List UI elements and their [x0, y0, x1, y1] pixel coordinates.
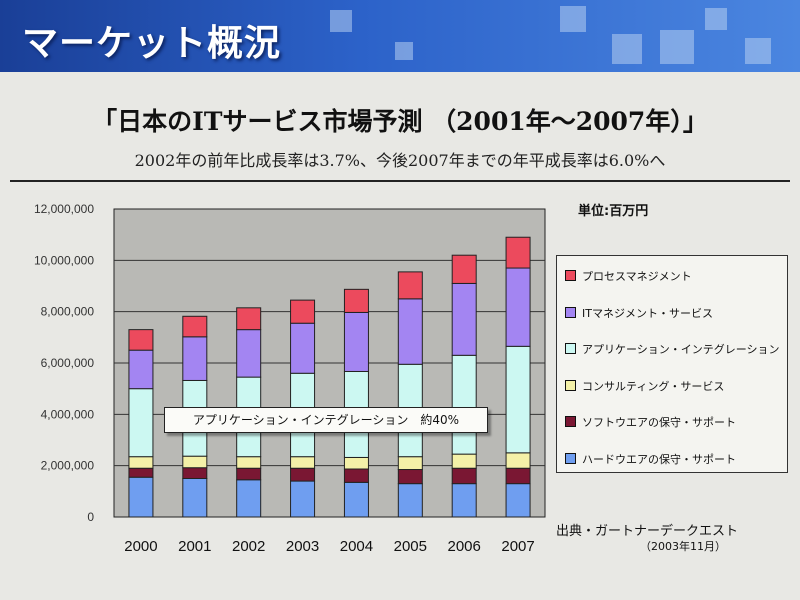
bar-segment — [182, 315, 208, 338]
bar-segment — [397, 271, 423, 300]
bar-segment — [451, 483, 477, 518]
x-tick-label: 2000 — [124, 538, 157, 555]
y-tick-label: 10,000,000 — [34, 253, 94, 267]
bar-segment — [128, 476, 154, 518]
legend-swatch — [565, 416, 576, 427]
legend-item: ITマネジメント・サービス — [565, 305, 713, 321]
x-tick-label: 2005 — [394, 538, 427, 555]
bar-segment — [505, 236, 531, 269]
bar-segment — [236, 467, 262, 481]
bar-segment — [451, 453, 477, 469]
y-tick-label: 12,000,000 — [34, 202, 94, 216]
slide-subtitle: 2002年の前年比成長率は3.7%、今後2007年までの年平成長率は6.0%へ — [134, 151, 666, 170]
y-tick-label: 4,000,000 — [41, 407, 95, 421]
bar-segment — [343, 456, 369, 470]
legend-swatch — [565, 452, 576, 464]
bar-segment — [397, 483, 423, 518]
callout-box: アプリケーション・インテグレーション 約40% — [164, 407, 488, 433]
x-tick-label: 2001 — [178, 538, 211, 555]
bar-segment — [236, 329, 262, 378]
legend-label: コンサルティング・サービス — [582, 379, 725, 393]
legend-item: ソフトウエアの保守・サポート — [565, 414, 736, 430]
legend-swatch — [565, 306, 576, 318]
bar-segment — [505, 452, 531, 469]
y-tick-label: 0 — [87, 510, 94, 524]
source-label: 出典・ガートナーデークエスト — [556, 524, 739, 539]
bar-segment — [128, 349, 154, 390]
bar-segment — [182, 336, 208, 381]
bar-segment — [128, 456, 154, 469]
x-tick-label: 2006 — [448, 538, 481, 555]
bar-segment — [182, 478, 208, 518]
decor-square — [612, 34, 642, 64]
bar-segment — [505, 345, 531, 454]
bar-segment — [182, 455, 208, 469]
bar-segment — [236, 479, 262, 518]
y-tick-label: 6,000,000 — [41, 356, 95, 370]
legend-swatch — [565, 379, 576, 391]
legend-label: アプリケーション・インテグレーション — [582, 343, 780, 356]
banner-title: マーケット概況 — [22, 23, 282, 64]
bar-segment — [182, 467, 208, 480]
legend-item: プロセスマネジメント — [565, 268, 692, 284]
decor-square — [705, 8, 727, 30]
decor-square — [660, 30, 694, 64]
bar-segment — [451, 354, 477, 455]
x-tick-label: 2002 — [232, 538, 265, 555]
x-tick-label: 2004 — [340, 538, 373, 555]
bar-segment — [128, 388, 154, 458]
x-tick-label: 2007 — [501, 538, 534, 555]
slide-title: 「日本のITサービス市場予測 （2001年～2007年）」 — [92, 107, 708, 136]
bar-segment — [397, 456, 423, 471]
decor-square — [745, 38, 771, 64]
bar-segment — [451, 467, 477, 485]
legend-item: アプリケーション・インテグレーション — [565, 341, 780, 357]
bar-segment — [236, 307, 262, 331]
bar-segment — [451, 254, 477, 284]
unit-label: 単位:百万円 — [578, 204, 649, 219]
source-date: （2003年11月） — [640, 540, 726, 553]
legend-label: プロセスマネジメント — [582, 270, 692, 283]
bar-segment — [397, 469, 423, 485]
bar-segment — [290, 299, 316, 324]
decor-square — [395, 42, 413, 60]
bar-segment — [290, 322, 316, 374]
legend-item: コンサルティング・サービス — [565, 378, 724, 394]
bar-segment — [343, 311, 369, 372]
bar-segment — [451, 282, 477, 356]
bar-segment — [505, 267, 531, 347]
bar-segment — [343, 481, 369, 518]
legend-swatch — [565, 270, 576, 281]
bar-segment — [343, 468, 369, 483]
x-tick-label: 2003 — [286, 538, 319, 555]
bar-segment — [505, 483, 531, 518]
bar-segment — [397, 298, 423, 365]
legend-label: ハードウエアの保守・サポート — [582, 452, 736, 466]
bar-segment — [505, 467, 531, 485]
bar-segment — [290, 456, 316, 469]
decor-square — [560, 6, 586, 32]
chart-legend: プロセスマネジメント ITマネジメント・サービスアプリケーション・インテグレーショ… — [556, 255, 788, 473]
legend-swatch — [565, 343, 576, 354]
y-tick-label: 2,000,000 — [41, 459, 95, 473]
y-tick-label: 8,000,000 — [41, 305, 95, 319]
legend-item: ハードウエアの保守・サポート — [565, 451, 736, 467]
bar-segment — [290, 480, 316, 518]
decor-square — [330, 10, 352, 32]
bar-segment — [128, 329, 154, 351]
bar-segment — [290, 467, 316, 482]
bar-segment — [343, 288, 369, 313]
bar-segment — [236, 456, 262, 469]
legend-label: ソフトウエアの保守・サポート — [582, 416, 736, 429]
header-banner: マーケット概況 — [0, 0, 800, 72]
bar-segment — [128, 467, 154, 478]
legend-label: ITマネジメント・サービス — [582, 306, 713, 320]
divider — [10, 180, 790, 182]
